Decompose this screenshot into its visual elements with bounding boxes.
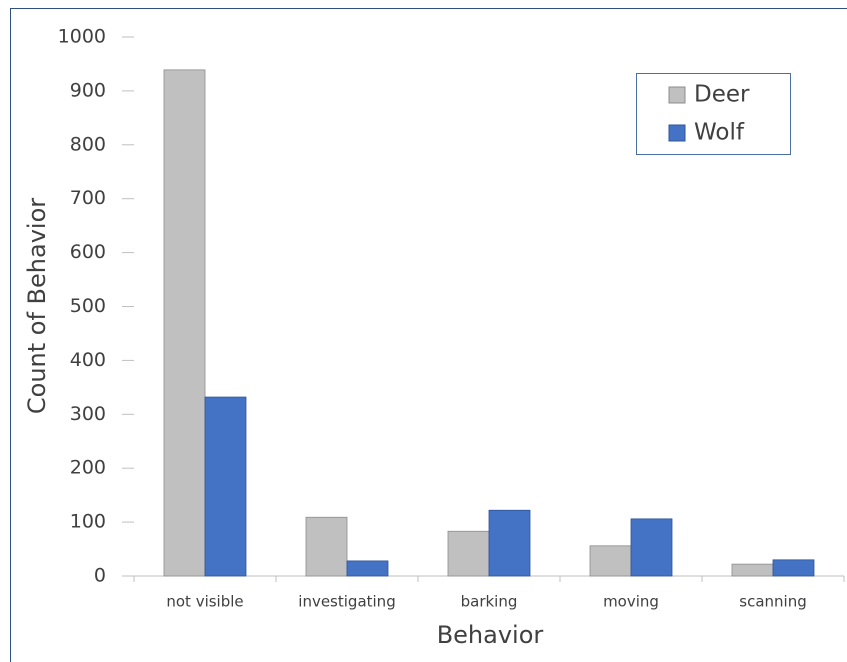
y-tick-label: 1000 xyxy=(58,26,106,48)
bar xyxy=(204,396,247,577)
y-tick-label: 600 xyxy=(70,241,106,263)
legend-label: Deer xyxy=(694,82,750,108)
legend xyxy=(636,73,791,155)
x-tick-label: scanning xyxy=(739,593,806,611)
legend-swatch xyxy=(668,86,686,104)
bar xyxy=(163,69,206,577)
bar xyxy=(731,563,774,577)
y-tick-label: 0 xyxy=(94,565,106,587)
y-tick-label: 100 xyxy=(70,511,106,533)
bar xyxy=(305,516,348,577)
y-tick-label: 200 xyxy=(70,457,106,479)
bar xyxy=(589,545,632,577)
bar xyxy=(772,559,815,577)
y-tick-label: 900 xyxy=(70,79,106,101)
frame xyxy=(10,8,847,662)
y-tick-label: 400 xyxy=(70,349,106,371)
x-axis-title: Behavior xyxy=(437,621,544,649)
bar xyxy=(346,560,389,577)
y-tick-label: 800 xyxy=(70,133,106,155)
legend-swatch xyxy=(668,124,686,142)
y-tick-label: 500 xyxy=(70,295,106,317)
x-tick-label: investigating xyxy=(298,593,395,611)
y-tick-label: 300 xyxy=(70,403,106,425)
y-tick-label: 700 xyxy=(70,187,106,209)
y-axis-title: Count of Behavior xyxy=(23,198,51,414)
x-tick-label: barking xyxy=(461,593,518,611)
x-tick-label: not visible xyxy=(166,593,243,611)
bar xyxy=(488,509,531,577)
x-tick-label: moving xyxy=(603,593,659,611)
bar xyxy=(447,530,490,577)
legend-label: Wolf xyxy=(694,120,745,146)
bar xyxy=(630,518,673,577)
